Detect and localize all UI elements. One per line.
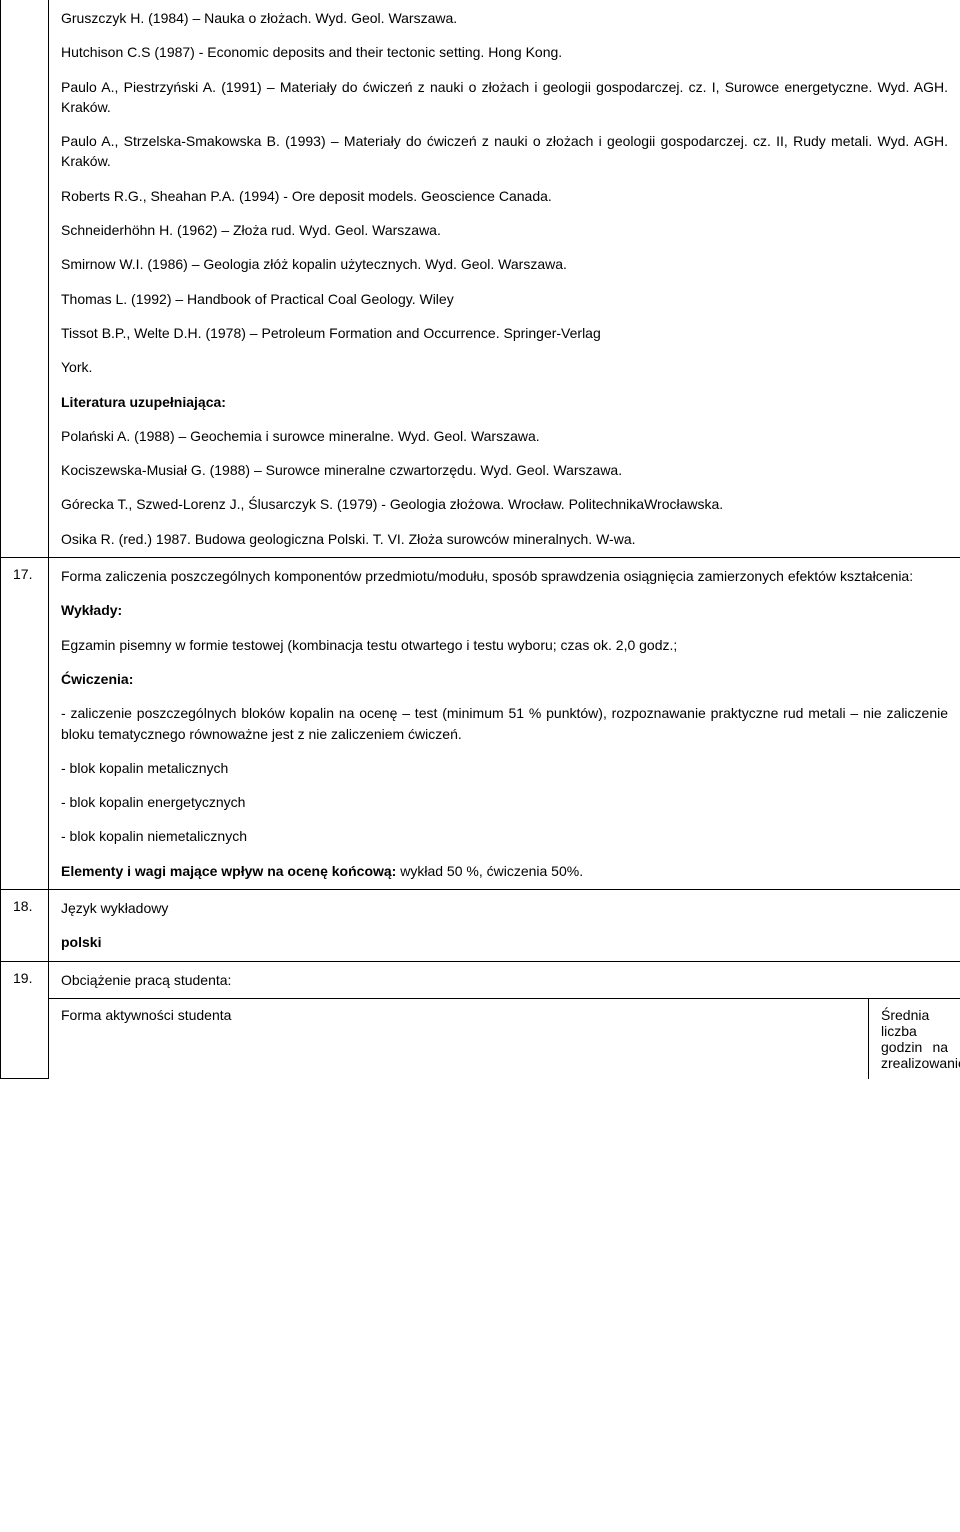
inline-bold: Elementy i wagi mające wpływ na ocenę ko… [61, 863, 396, 879]
bib-item: Kociszewska-Musiał G. (1988) – Surowce m… [61, 460, 948, 480]
bib-item: Paulo A., Piestrzyński A. (1991) – Mater… [61, 77, 948, 118]
body-text: - zaliczenie poszczególnych bloków kopal… [61, 703, 948, 744]
section-heading: Ćwiczenia: [61, 669, 948, 689]
table-row: Forma aktywności studenta Średnia liczba… [1, 998, 960, 1079]
table-row: 18. Język wykładowy polski [1, 890, 960, 962]
body-text: Elementy i wagi mające wpływ na ocenę ko… [61, 861, 948, 881]
bib-item: Górecka T., Szwed-Lorenz J., Ślusarczyk … [61, 494, 948, 514]
bib-item: Paulo A., Strzelska-Smakowska B. (1993) … [61, 131, 948, 172]
body-text: - blok kopalin niemetalicznych [61, 826, 948, 846]
table-row: Gruszczyk H. (1984) – Nauka o złożach. W… [1, 0, 960, 558]
bib-item: Osika R. (red.) 1987. Budowa geologiczna… [61, 529, 948, 549]
row-content-cell: Forma zaliczenia poszczególnych komponen… [49, 558, 960, 890]
bib-item: Roberts R.G., Sheahan P.A. (1994) - Ore … [61, 186, 948, 206]
bib-item: Thomas L. (1992) – Handbook of Practical… [61, 289, 948, 309]
row-number-cell: 17. [1, 558, 49, 890]
bib-item: Tissot B.P., Welte D.H. (1978) – Petrole… [61, 323, 948, 343]
section-heading: Literatura uzupełniająca: [61, 392, 948, 412]
bib-item: Polański A. (1988) – Geochemia i surowce… [61, 426, 948, 446]
body-text: Forma zaliczenia poszczególnych komponen… [61, 566, 948, 586]
bib-item: Smirnow W.I. (1986) – Geologia złóż kopa… [61, 254, 948, 274]
row-content-cell: Język wykładowy polski [49, 890, 960, 962]
table-row: 19. Obciążenie pracą studenta: [1, 961, 960, 998]
bib-item: Hutchison C.S (1987) - Economic deposits… [61, 42, 948, 62]
syllabus-table: Gruszczyk H. (1984) – Nauka o złożach. W… [0, 0, 960, 1079]
bib-item: Gruszczyk H. (1984) – Nauka o złożach. W… [61, 8, 948, 28]
inline-text: wykład 50 %, ćwiczenia 50%. [396, 863, 583, 879]
subheader-left: Forma aktywności studenta [49, 998, 869, 1079]
bib-item: York. [61, 357, 948, 377]
body-text: Forma aktywności studenta [61, 1007, 231, 1023]
row-number-cell: 18. [1, 890, 49, 962]
body-text: Język wykładowy [61, 898, 948, 918]
row-number-cell [1, 0, 49, 558]
body-text: Obciążenie pracą studenta: [61, 970, 948, 990]
body-text: Średnia liczba godzin na zrealizowanie [881, 1007, 960, 1071]
subheader-right: Średnia liczba godzin na zrealizowanie [869, 998, 960, 1079]
row-content-cell: Gruszczyk H. (1984) – Nauka o złożach. W… [49, 0, 960, 558]
section-heading: Wykłady: [61, 600, 948, 620]
body-text: - blok kopalin metalicznych [61, 758, 948, 778]
table-row: 17. Forma zaliczenia poszczególnych komp… [1, 558, 960, 890]
row-number-cell: 19. [1, 961, 49, 1079]
body-text: - blok kopalin energetycznych [61, 792, 948, 812]
body-text: Egzamin pisemny w formie testowej (kombi… [61, 635, 948, 655]
body-text: polski [61, 932, 948, 952]
row-content-cell: Obciążenie pracą studenta: [49, 961, 960, 998]
bib-item: Schneiderhöhn H. (1962) – Złoża rud. Wyd… [61, 220, 948, 240]
